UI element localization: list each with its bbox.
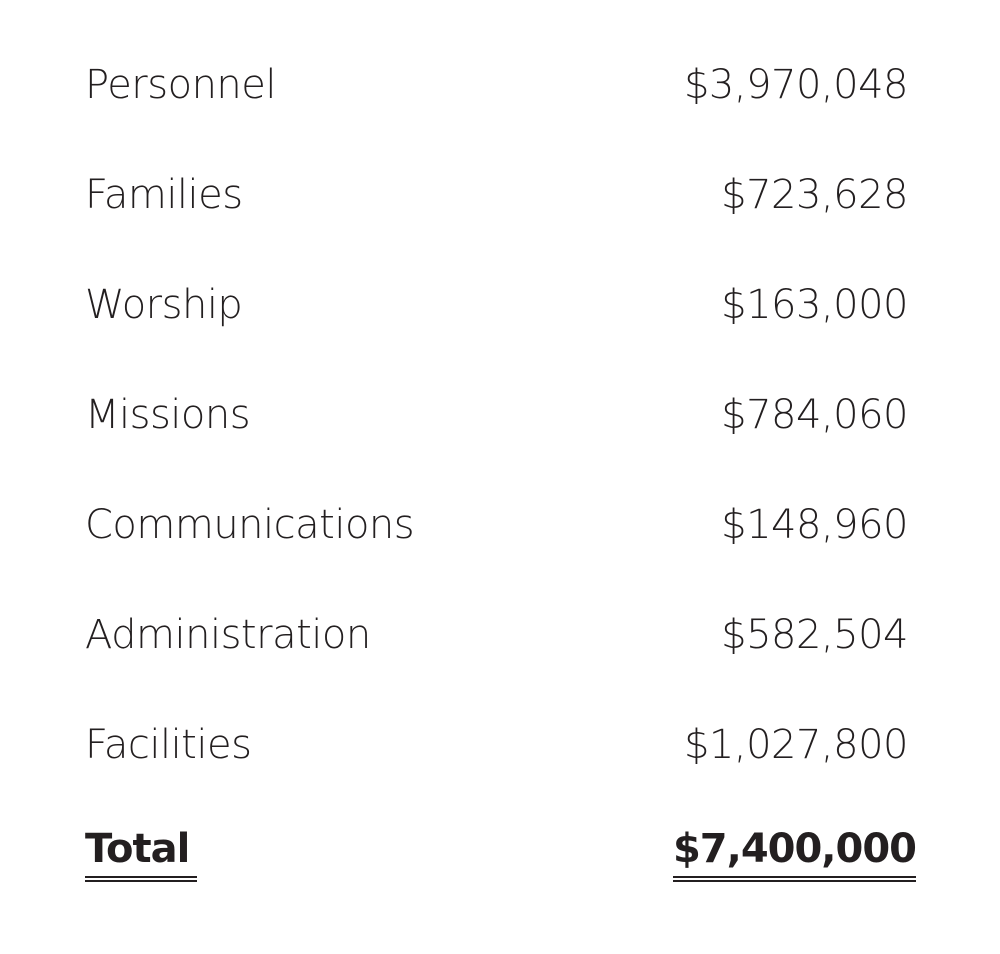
row-amount: $582,504 <box>721 612 908 658</box>
row-amount: $163,000 <box>721 282 908 328</box>
row-amount: $784,060 <box>721 392 908 438</box>
row-label: Facilities <box>85 722 252 768</box>
total-label: Total <box>85 826 198 882</box>
row-label: Families <box>85 172 243 218</box>
row-amount: $3,970,048 <box>683 62 909 108</box>
total-amount: $7,400,000 <box>672 826 917 882</box>
row-amount: $723,628 <box>721 172 908 218</box>
row-label: Administration <box>85 612 371 658</box>
row-label: Missions <box>85 392 251 438</box>
row-label: Communications <box>85 502 415 548</box>
row-amount: $148,960 <box>721 502 908 548</box>
row-label: Personnel <box>85 62 277 108</box>
row-label: Worship <box>85 282 243 328</box>
row-amount: $1,027,800 <box>683 722 909 768</box>
